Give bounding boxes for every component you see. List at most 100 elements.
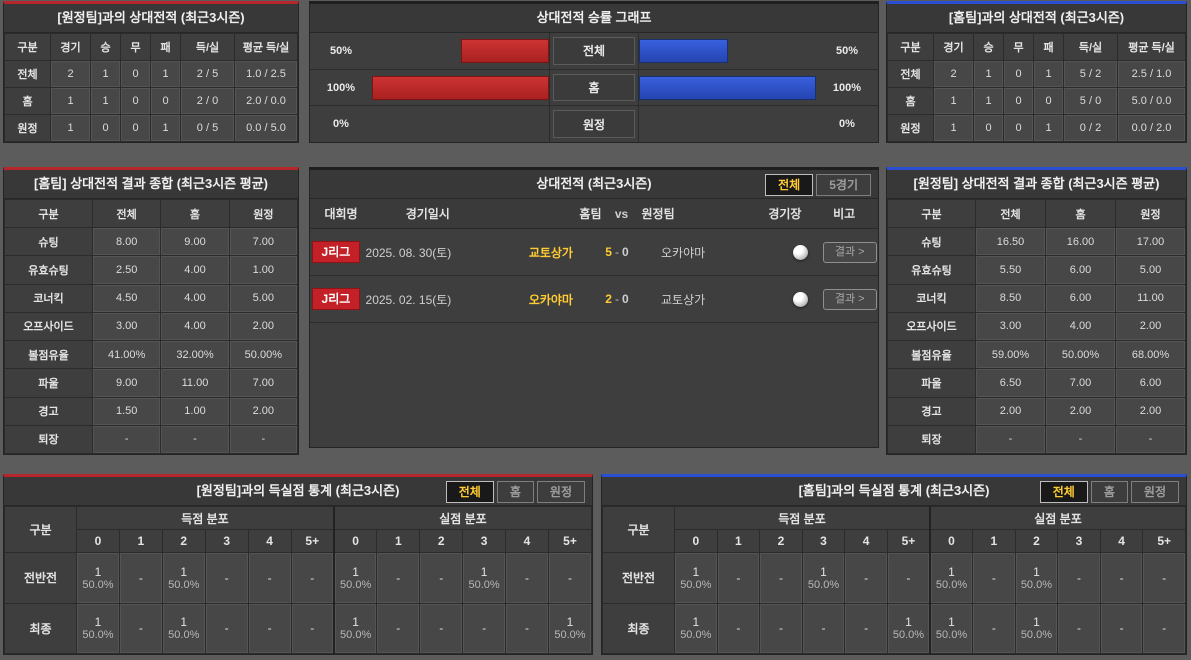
table-row: 전반전 1 50.0% - 1 50.0% - - - 1 50.0% - - 1 50… (4, 552, 593, 604)
dist-cell: 1 50.0% (462, 552, 507, 604)
row-label: 경고 (887, 396, 976, 426)
table-row: 퇴장 - - - (887, 424, 1186, 455)
tab-home[interactable]: 홈 (1090, 481, 1128, 503)
right-percent: 50% (835, 44, 859, 57)
row-label: 코너킥 (887, 283, 976, 313)
stat-cell: 11.00 (160, 368, 230, 398)
league-badge: J리그 (311, 241, 361, 263)
stat-cell: 6.00 (1115, 368, 1186, 398)
stat-cell: 0.0 / 2.0 (1117, 114, 1186, 142)
panel-h2h-home: [홈팀]과의 상대전적 (최근3시즌) 구분 경기 승 무 패 득/실 평균 득… (886, 1, 1187, 143)
table-row: 유효슈팅 2.50 4.00 1.00 (4, 255, 299, 285)
tab-5games[interactable]: 5경기 (816, 174, 871, 196)
dist-cell: - (1057, 552, 1101, 604)
stat-cell: 6.50 (975, 368, 1046, 398)
match-score: 2-0 (573, 292, 661, 306)
stat-cell: 4.00 (160, 283, 230, 313)
stat-cell: 1 (90, 60, 121, 88)
graph-row-total: 50% 전체 50% (310, 33, 878, 70)
stat-cell: - (975, 424, 1046, 455)
panel-title: [원정팀] 상대전적 결과 종합 (최근3시즌 평균) (887, 170, 1186, 199)
panel-title: 상대전적 승률 그래프 (310, 4, 878, 33)
group-header-scored: 득점 분포 (75, 506, 335, 530)
bin-header: 4 (505, 529, 549, 553)
stat-cell: - (91, 424, 162, 455)
stat-cell: 2 (50, 60, 91, 88)
result-button[interactable]: 결과 > (822, 288, 877, 310)
soccer-ball-icon[interactable] (792, 291, 808, 307)
col-header: 평균 득/실 (1117, 33, 1186, 61)
stat-cell: 1 (50, 87, 91, 115)
stat-cell: 1 (973, 60, 1004, 88)
stat-cell: 1 (150, 60, 181, 88)
stat-cell: 50.00% (1045, 340, 1116, 370)
stat-cell: - (160, 424, 230, 455)
tab-all[interactable]: 전체 (1039, 481, 1088, 503)
table-row: 유효슈팅 5.50 6.00 5.00 (887, 255, 1186, 285)
dist-cell: 1 50.0% (928, 602, 974, 654)
stat-cell: 1 (90, 87, 121, 115)
bin-header: 2 (759, 529, 803, 553)
stat-cell: 0 (120, 60, 151, 88)
stat-cell: 2.00 (975, 396, 1046, 426)
stat-cell: 0 / 2 (1063, 114, 1118, 142)
tab-away[interactable]: 원정 (536, 481, 585, 503)
summary-away-table: 구분 전체 홈 원정 슈팅 16.50 16.00 17.00 유효슈팅 5.50 6.0… (887, 198, 1186, 455)
table-row: 최종 1 50.0% - - - - 1 50.0% 1 50.0% - 1 50.0%… (602, 602, 1186, 654)
col-header: 무 (120, 33, 151, 61)
stat-cell: 2.00 (1115, 311, 1186, 342)
table-row: 전체 2 1 0 1 2 / 5 1.0 / 2.5 (4, 60, 298, 88)
home-win-bar (372, 75, 549, 100)
tab-all[interactable]: 전체 (765, 174, 814, 196)
table-row: 원정 1 0 0 1 0 / 5 0.0 / 5.0 (4, 114, 298, 142)
stat-cell: 8.00 (91, 227, 162, 257)
bin-header: 0 (76, 529, 120, 553)
dist-cell: 1 50.0% (886, 602, 931, 654)
stat-cell: 11.00 (1115, 283, 1186, 313)
table-row: 경고 2.00 2.00 2.00 (887, 396, 1186, 426)
dist-cell: - (759, 552, 803, 604)
col-header: 홈 (160, 198, 230, 229)
row-label: 홈 (887, 87, 934, 115)
bin-header: 4 (247, 529, 292, 553)
stat-cell: 1 (1033, 114, 1064, 142)
col-header: 승 (973, 33, 1004, 61)
stat-cell: 68.00% (1115, 340, 1186, 370)
tab-home[interactable]: 홈 (496, 481, 534, 503)
goals-home-tabs: 전체 홈 원정 (1039, 481, 1179, 503)
stat-cell: 9.00 (160, 227, 230, 257)
dist-cell: 1 50.0% (76, 602, 120, 654)
header-away: 원정팀 (641, 207, 675, 221)
panel-title-text: [원정팀]과의 득실점 통계 (최근3시즌) (196, 483, 400, 498)
bin-header: 4 (844, 529, 888, 553)
bin-header: 2 (1014, 529, 1059, 553)
dist-cell: - (204, 552, 249, 604)
tab-away[interactable]: 원정 (1130, 481, 1179, 503)
header-stadium: 경기장 (768, 207, 802, 221)
panel-title-text: 상대전적 (최근3시즌) (536, 176, 652, 191)
stat-cell: 16.50 (975, 227, 1046, 257)
row-label: 오프사이드 (4, 311, 93, 342)
stat-cell: 2 (933, 60, 974, 88)
stat-cell: 2.5 / 1.0 (1117, 60, 1186, 88)
home-score: 5 (605, 245, 612, 259)
dist-cell: 1 50.0% (674, 552, 718, 604)
stat-cell: 32.00% (160, 340, 230, 370)
goals-away-tabs: 전체 홈 원정 (445, 481, 585, 503)
stat-cell: 0 (120, 114, 151, 142)
col-header: 패 (150, 33, 181, 61)
tab-all[interactable]: 전체 (445, 481, 494, 503)
stat-cell: 1 (50, 114, 91, 142)
table-row: 볼점유율 59.00% 50.00% 68.00% (887, 340, 1186, 370)
stat-cell: 9.00 (91, 368, 162, 398)
right-bar-track (638, 106, 816, 143)
group-header-scored: 득점 분포 (673, 506, 931, 530)
group-header-conceded: 실점 분포 (928, 506, 1186, 530)
stat-cell: - (1115, 424, 1186, 455)
dist-cell: - (1099, 602, 1144, 654)
soccer-ball-icon[interactable] (792, 244, 808, 260)
stat-cell: 4.00 (160, 255, 230, 285)
goals-away-table: 구분 득점 분포 실점 분포 0 1 2 3 4 5+ 0 1 2 3 4 5+ 전반전 1 50.0… (4, 506, 593, 654)
bin-header: 3 (462, 529, 507, 553)
result-button[interactable]: 결과 > (822, 241, 877, 263)
